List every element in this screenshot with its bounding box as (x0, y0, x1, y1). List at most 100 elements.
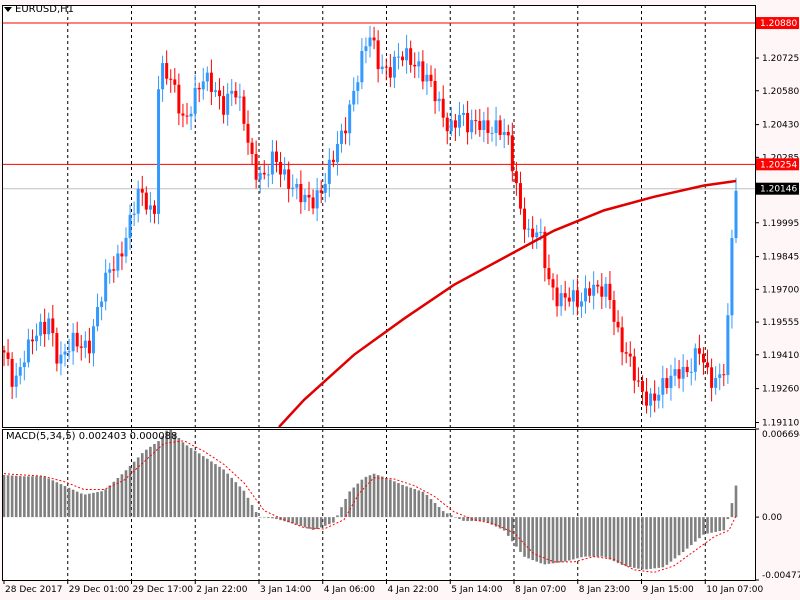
macd-bar (299, 517, 303, 526)
macd-bar (185, 445, 189, 518)
macd-bar (441, 511, 445, 518)
candle-bear (234, 90, 238, 98)
macd-bar (250, 504, 254, 518)
macd-bar (641, 517, 644, 570)
candle-bear (376, 40, 380, 70)
candle-bull (335, 143, 339, 163)
macd-bar (563, 517, 567, 562)
macd-bar (275, 517, 278, 520)
candle-bull (718, 374, 722, 378)
macd-bar (685, 517, 689, 549)
candle-bear (588, 288, 592, 296)
macd-signal-line (3, 440, 737, 573)
horizontal-levels[interactable] (2, 22, 755, 190)
macd-bar (567, 517, 571, 561)
price-tag (756, 182, 799, 195)
macd-bar (417, 490, 421, 518)
candle-bull (657, 394, 661, 401)
candle-bear (620, 327, 624, 353)
candle-bear (140, 188, 144, 193)
macd-bar (238, 486, 242, 518)
candle-bear (453, 120, 457, 128)
macd-bar (271, 517, 274, 519)
candle-bear (474, 120, 478, 122)
time-tick-label: 29 Dec 17:00 (133, 585, 194, 595)
candle-bear (567, 297, 571, 302)
candle-bear (311, 197, 315, 209)
price-pane-border (2, 5, 756, 428)
macd-bar (523, 517, 526, 557)
macd-bar (59, 484, 63, 518)
candle-bull (425, 74, 429, 82)
macd-bar (604, 517, 608, 558)
candle-bull (205, 72, 209, 82)
candle-bear (274, 151, 278, 162)
macd-bar (364, 476, 368, 518)
macd-bar (18, 476, 22, 518)
candle-bull (669, 375, 673, 388)
dropdown-arrow-icon[interactable] (4, 7, 12, 12)
candle-bull (71, 332, 75, 352)
candle-bear (677, 369, 681, 379)
candle-bull (116, 253, 120, 271)
candle-bear (551, 279, 555, 288)
macd-bar (340, 507, 343, 518)
macd-bar (649, 517, 652, 569)
candle-bear (665, 378, 669, 388)
candle-bear (653, 393, 657, 401)
macd-bar (405, 486, 408, 518)
candle-bull (128, 214, 132, 238)
macd-bar (226, 473, 229, 518)
candle-bear (547, 268, 551, 280)
symbol-selector[interactable]: EURUSD,H1 (4, 4, 74, 15)
candle-bear (222, 96, 226, 115)
macd-bar (104, 489, 107, 518)
macd-bar (482, 517, 486, 522)
candle-bear (51, 318, 55, 334)
macd-bar (645, 517, 648, 570)
candle-bull (714, 377, 718, 388)
macd-bar (145, 449, 148, 518)
macd-bar (189, 448, 193, 518)
price-tick-label: 1.19845 (762, 253, 799, 263)
macd-bar (84, 494, 87, 518)
candle-bull (689, 371, 693, 373)
macd-bar (559, 517, 563, 563)
candle-bear (55, 333, 59, 364)
candle-bull (63, 351, 67, 355)
candle-bull (356, 82, 360, 91)
macd-bar (165, 430, 168, 518)
candle-bull (730, 238, 734, 316)
candle-bull (18, 367, 22, 376)
macd-bar (332, 517, 335, 523)
price-tag-label: 1.20254 (760, 160, 797, 170)
macd-bar (580, 517, 583, 558)
macd-bar (328, 517, 331, 525)
macd-bar (584, 517, 587, 557)
macd-bar (132, 461, 136, 518)
macd-bar (531, 517, 534, 561)
macd-bar (230, 477, 234, 518)
candle-bull (673, 369, 677, 376)
candle-bull (449, 120, 453, 132)
macd-bar (262, 517, 266, 518)
macd-bar (348, 491, 351, 518)
candle-bear (43, 321, 47, 335)
candle-bull (535, 232, 539, 238)
candle-bear (242, 96, 246, 124)
candle-bull (83, 340, 87, 348)
macd-bar (380, 476, 384, 518)
time-tick-label: 2 Jan 22:00 (196, 585, 248, 595)
macd-bar (10, 475, 14, 518)
candle-bull (490, 132, 494, 134)
macd-bar (140, 453, 144, 518)
macd-bar (474, 517, 478, 522)
macd-bar (67, 487, 71, 518)
macd-bar (210, 461, 213, 518)
candle-bear (307, 194, 311, 198)
candle-bear (30, 339, 34, 342)
candle-bear (254, 154, 258, 180)
macd-bar (429, 499, 433, 518)
candle-bear (246, 123, 250, 143)
